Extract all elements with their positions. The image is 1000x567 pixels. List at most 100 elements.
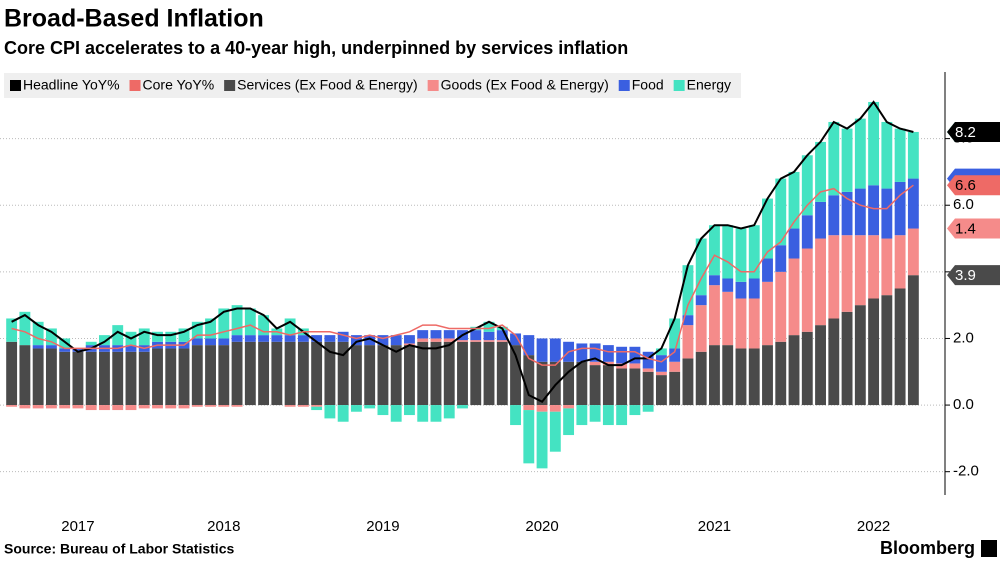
bar — [443, 405, 455, 419]
bar — [125, 405, 137, 411]
bar — [470, 340, 482, 342]
legend-label: Goods (Ex Food & Energy) — [441, 77, 609, 93]
bar — [496, 341, 508, 406]
chart-subtitle: Core CPI accelerates to a 40-year high, … — [4, 38, 628, 58]
bar — [523, 410, 535, 464]
legend-label: Energy — [687, 77, 731, 93]
legend: Headline YoY% Core YoY% Services (Ex Food … — [4, 73, 742, 98]
bar — [324, 341, 336, 406]
bar — [297, 341, 309, 406]
x-tick-label: 2017 — [61, 518, 94, 535]
bar — [244, 341, 256, 406]
bar — [377, 335, 389, 346]
bar — [258, 315, 270, 336]
bar — [231, 341, 243, 406]
bar — [629, 368, 641, 406]
bar — [881, 121, 893, 189]
bar — [85, 405, 97, 411]
bar — [125, 351, 137, 406]
end-tag-label: 3.9 — [955, 267, 976, 284]
bar — [589, 361, 601, 366]
bar — [642, 351, 654, 369]
bar — [669, 348, 681, 362]
bar — [801, 331, 813, 406]
bar — [828, 121, 840, 196]
bar — [762, 198, 773, 259]
y-tick-label: 0.0 — [953, 396, 974, 413]
bar — [470, 341, 482, 406]
bar — [125, 345, 137, 352]
bar — [815, 201, 826, 239]
legend-swatch — [618, 80, 630, 91]
bar — [138, 405, 150, 409]
end-tag-label: 6.6 — [955, 177, 976, 194]
bar — [801, 155, 813, 216]
bar — [748, 298, 760, 349]
bar — [244, 308, 256, 336]
line — [11, 100, 914, 403]
bar — [563, 405, 575, 409]
bar — [907, 131, 919, 179]
bar — [589, 365, 601, 406]
bar — [19, 405, 31, 409]
bar — [602, 361, 614, 366]
bar — [841, 235, 853, 312]
bar — [589, 343, 601, 362]
bar — [642, 405, 654, 412]
bar — [417, 338, 429, 342]
bar — [483, 331, 495, 341]
bar — [112, 351, 124, 406]
end-tag — [947, 121, 1000, 142]
bar — [536, 338, 548, 362]
bar — [258, 341, 270, 406]
bar — [788, 258, 800, 336]
bar — [284, 405, 296, 407]
bar — [775, 178, 787, 246]
bar — [311, 406, 323, 411]
y-tick-label: 2.0 — [953, 329, 974, 346]
legend-swatch — [224, 80, 236, 91]
bar — [828, 235, 840, 319]
bar — [390, 335, 402, 346]
brand-icon — [981, 540, 997, 557]
bar — [722, 225, 734, 279]
bar — [430, 338, 442, 342]
bar — [510, 405, 521, 426]
bar — [430, 341, 442, 406]
bar — [748, 278, 760, 299]
legend-background — [4, 73, 742, 98]
bar — [99, 351, 110, 406]
bar — [32, 405, 44, 409]
bar — [536, 405, 548, 412]
bar — [112, 325, 124, 346]
bar — [45, 328, 57, 346]
bar — [523, 355, 535, 406]
end-tag-label: 1.4 — [955, 221, 976, 238]
bar — [297, 335, 309, 342]
bar — [457, 341, 468, 406]
bar — [218, 405, 230, 407]
x-tick-label: 2022 — [857, 518, 890, 535]
end-tag — [947, 218, 1000, 239]
bar — [244, 335, 256, 342]
bar — [218, 345, 230, 406]
bar — [563, 408, 575, 436]
bar — [483, 341, 495, 406]
bar — [32, 321, 44, 346]
bar — [324, 405, 336, 419]
bar — [337, 331, 349, 342]
bar — [191, 321, 203, 339]
bar — [483, 321, 495, 332]
bar — [576, 361, 588, 406]
bar — [709, 225, 720, 276]
bar — [337, 341, 349, 406]
bar — [735, 348, 747, 406]
bar — [602, 365, 614, 406]
bar — [868, 235, 880, 299]
bar — [191, 338, 203, 346]
bar — [669, 318, 681, 349]
bar — [231, 405, 243, 407]
bar — [735, 298, 747, 349]
